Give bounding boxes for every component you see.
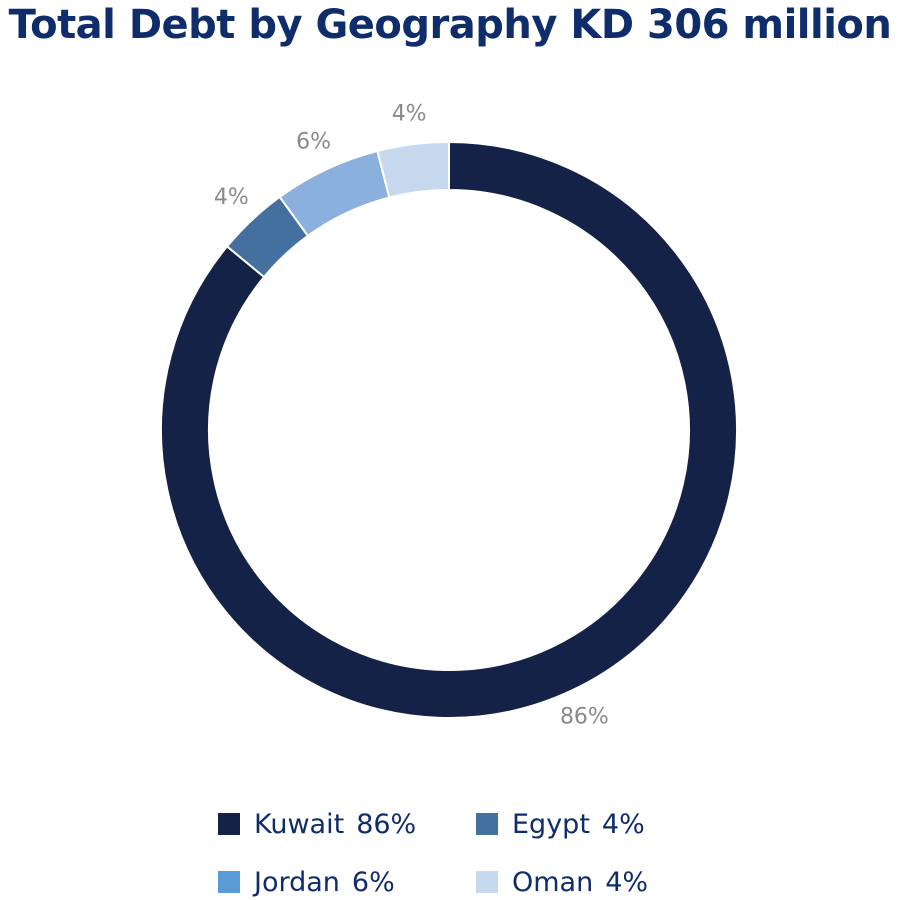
- legend: Kuwait 86% Egypt 4% Jordan 6% Oman 4%: [218, 806, 718, 900]
- legend-label-oman: Oman: [512, 866, 594, 898]
- legend-item-kuwait: Kuwait 86%: [218, 806, 476, 842]
- legend-value-kuwait: 86%: [356, 808, 417, 840]
- legend-label-jordan: Jordan: [254, 866, 340, 898]
- slice-label-kuwait: 86%: [560, 705, 609, 730]
- legend-item-egypt: Egypt 4%: [476, 806, 716, 842]
- chart-title: Total Debt by Geography KD 306 million: [8, 2, 892, 48]
- slice-kuwait: [160, 140, 738, 719]
- slice-label-jordan: 6%: [296, 129, 331, 154]
- legend-swatch-jordan: [218, 871, 240, 893]
- legend-swatch-egypt: [476, 813, 498, 835]
- legend-item-oman: Oman 4%: [476, 864, 716, 900]
- slice-label-oman: 4%: [392, 102, 427, 127]
- legend-swatch-oman: [476, 871, 498, 893]
- legend-value-oman: 4%: [605, 866, 649, 898]
- legend-item-jordan: Jordan 6%: [218, 864, 476, 900]
- legend-swatch-kuwait: [218, 813, 240, 835]
- donut-slices: [160, 140, 738, 719]
- slice-labels: 86% 4% 6% 4%: [214, 102, 609, 730]
- slice-label-egypt: 4%: [214, 185, 249, 210]
- legend-label-kuwait: Kuwait: [254, 808, 345, 840]
- legend-value-egypt: 4%: [601, 808, 645, 840]
- legend-value-jordan: 6%: [351, 866, 395, 898]
- slice-oman: [376, 140, 450, 199]
- donut-chart: 86% 4% 6% 4%: [160, 102, 738, 730]
- legend-label-egypt: Egypt: [512, 808, 590, 840]
